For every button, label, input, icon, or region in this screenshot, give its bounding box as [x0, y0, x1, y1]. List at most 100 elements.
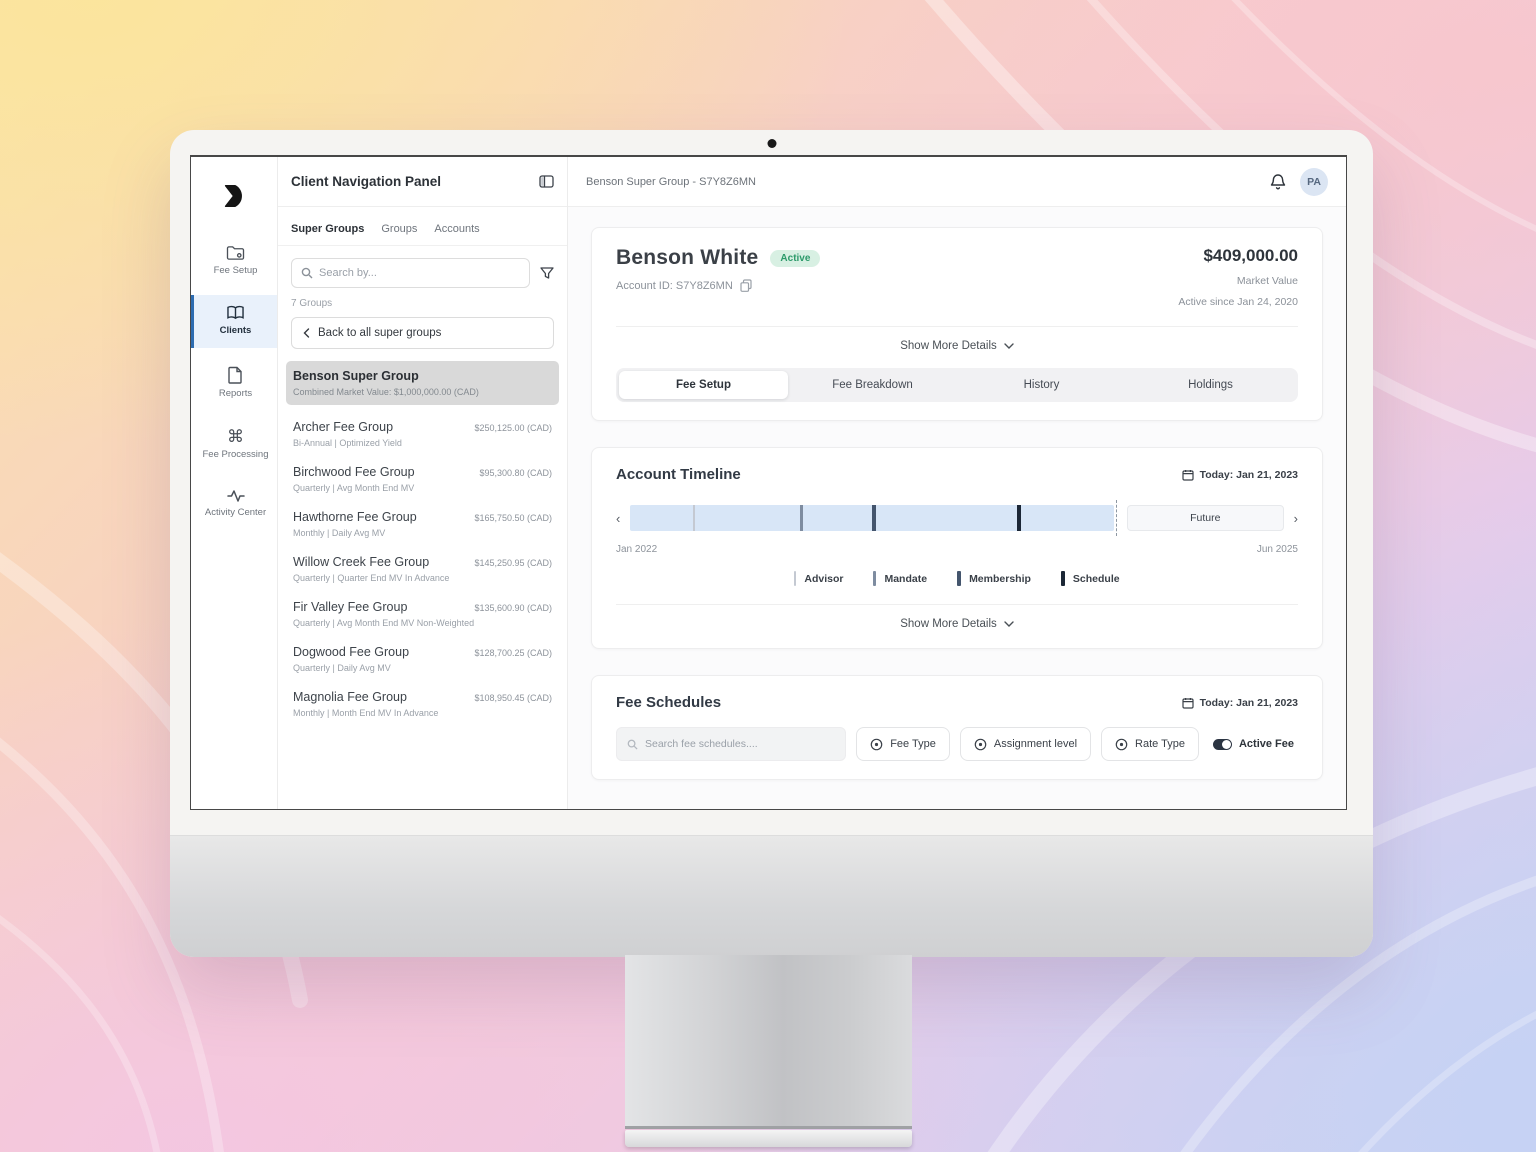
status-badge: Active [770, 249, 821, 267]
group-item[interactable]: Birchwood Fee Group $95,300.80 (CAD) Qua… [278, 456, 567, 501]
copy-icon[interactable] [740, 279, 752, 292]
tab-accounts[interactable]: Accounts [434, 223, 480, 235]
group-name: Fir Valley Fee Group [293, 600, 408, 614]
divider [616, 604, 1298, 605]
timeline-track[interactable]: Future [630, 500, 1284, 536]
legend-label: Advisor [804, 572, 844, 585]
account-timeline-card: Account Timeline Today: Jan 21, 2023 ‹ [591, 447, 1323, 649]
tab-fee-breakdown[interactable]: Fee Breakdown [832, 379, 913, 391]
market-value-label: Market Value [1236, 275, 1298, 287]
search-input[interactable] [319, 267, 520, 279]
timeline-tick-membership [872, 505, 877, 531]
sidebar-item-fee-processing[interactable]: ⌘ Fee Processing [191, 418, 277, 471]
collapse-panel-icon[interactable] [539, 175, 554, 188]
group-item[interactable]: Dogwood Fee Group $128,700.25 (CAD) Quar… [278, 636, 567, 681]
timeline-future-region[interactable]: Future [1126, 505, 1284, 531]
timeline-today-label: Today: Jan 21, 2023 [1199, 468, 1298, 481]
sidebar-item-activity-center[interactable]: Activity Center [191, 479, 277, 529]
tab-fee-setup[interactable]: Fee Setup [619, 371, 788, 399]
group-value: $145,250.95 (CAD) [474, 558, 552, 568]
group-value: $108,950.45 (CAD) [474, 693, 552, 703]
group-value: $250,125.00 (CAD) [474, 423, 552, 433]
group-item[interactable]: Archer Fee Group $250,125.00 (CAD) Bi-An… [278, 411, 567, 456]
assignment-level-filter-button[interactable]: Assignment level [959, 727, 1092, 761]
avatar[interactable]: PA [1300, 167, 1328, 196]
fee-type-filter-button[interactable]: Fee Type [856, 727, 950, 761]
calendar-icon [1181, 469, 1194, 481]
timeline-show-more-button[interactable]: Show More Details [616, 618, 1298, 630]
panel-search[interactable] [291, 258, 530, 288]
timeline-tick-advisor [693, 505, 696, 531]
back-button-label: Back to all super groups [318, 327, 442, 339]
legend-label: Schedule [1072, 572, 1120, 585]
legend-swatch [1060, 571, 1065, 586]
folder-gear-icon [226, 245, 245, 261]
account-header-card: Benson White Active Account ID: S7Y8Z6MN [591, 227, 1323, 421]
group-item-selected[interactable]: Benson Super Group Combined Market Value… [286, 361, 559, 405]
group-name: Dogwood Fee Group [293, 645, 410, 659]
group-item[interactable]: Hawthorne Fee Group $165,750.50 (CAD) Mo… [278, 501, 567, 546]
legend-label: Mandate [884, 572, 928, 585]
sidebar-item-fee-setup[interactable]: Fee Setup [191, 235, 277, 287]
account-tabs: Fee Setup Fee Breakdown History Holdings [616, 368, 1298, 402]
group-item[interactable]: Magnolia Fee Group $108,950.45 (CAD) Mon… [278, 681, 567, 726]
group-value: $135,600.90 (CAD) [474, 603, 552, 613]
main-area: Benson Super Group - S7Y8Z6MN PA [568, 157, 1346, 809]
calendar-icon [1181, 697, 1194, 709]
timeline-title: Account Timeline [616, 466, 741, 483]
active-since: Active since Jan 24, 2020 [1178, 296, 1298, 308]
group-value: $95,300.80 (CAD) [479, 468, 552, 478]
sidebar-item-reports[interactable]: Reports [191, 356, 277, 410]
group-name: Magnolia Fee Group [293, 690, 407, 704]
fee-schedules-search[interactable] [616, 727, 847, 761]
panel-title: Client Navigation Panel [291, 174, 442, 189]
command-icon: ⌘ [227, 427, 244, 447]
group-subtitle: Monthly | Daily Avg MV [293, 528, 386, 538]
group-value: $128,700.25 (CAD) [474, 648, 552, 658]
group-item[interactable]: Fir Valley Fee Group $135,600.90 (CAD) Q… [278, 591, 567, 636]
panel-tabs: Super Groups Groups Accounts [278, 207, 567, 246]
show-more-details-button[interactable]: Show More Details [616, 340, 1298, 352]
bell-icon[interactable] [1270, 173, 1286, 191]
legend-swatch [957, 571, 962, 586]
legend-swatch [794, 571, 797, 586]
group-subtitle: Bi-Annual | Optimized Yield [293, 438, 402, 448]
group-subtitle: Quarterly | Avg Month End MV Non-Weighte… [293, 618, 475, 628]
timeline-next-icon[interactable]: › [1293, 510, 1298, 526]
group-subtitle: Quarterly | Avg Month End MV [293, 483, 415, 493]
show-more-label: Show More Details [900, 340, 997, 352]
sidebar-item-clients[interactable]: Clients [191, 295, 277, 348]
document-icon [228, 366, 243, 384]
rate-type-filter-button[interactable]: Rate Type [1101, 727, 1199, 761]
group-item[interactable]: Willow Creek Fee Group $145,250.95 (CAD)… [278, 546, 567, 591]
timeline-today-line [1115, 500, 1117, 536]
timeline-start-label: Jan 2022 [616, 544, 658, 555]
show-more-label: Show More Details [900, 618, 997, 630]
tab-history[interactable]: History [1023, 379, 1060, 391]
timeline-prev-icon[interactable]: ‹ [616, 510, 621, 526]
app-logo[interactable] [191, 157, 277, 235]
activity-icon [226, 489, 245, 503]
timeline-end-label: Jun 2025 [1256, 544, 1298, 555]
timeline-tick-mandate [799, 505, 803, 531]
client-navigation-panel: Client Navigation Panel Super Groups Gro… [278, 157, 568, 809]
timeline-tick-schedule [1017, 505, 1022, 531]
group-subtitle: Combined Market Value: $1,000,000.00 (CA… [293, 387, 479, 397]
book-icon [226, 305, 245, 321]
brand-logo-icon [224, 184, 242, 208]
filter-label: Fee Type [890, 738, 936, 750]
tab-super-groups[interactable]: Super Groups [291, 223, 365, 235]
tab-groups[interactable]: Groups [381, 223, 418, 235]
icon-rail: Fee Setup Clients Repo [191, 157, 278, 809]
fee-schedules-card: Fee Schedules Today: Jan 21, 2023 [591, 675, 1323, 780]
tab-holdings[interactable]: Holdings [1188, 379, 1233, 391]
target-circle-icon [870, 738, 883, 751]
group-name: Benson Super Group [293, 369, 419, 383]
active-fee-toggle[interactable]: Active Fee [1209, 738, 1298, 750]
back-to-super-groups-button[interactable]: Back to all super groups [291, 317, 554, 349]
timeline-legend: Advisor Mandate Membership Schedule [616, 571, 1298, 586]
group-name: Hawthorne Fee Group [293, 510, 417, 524]
fee-schedules-search-input[interactable] [645, 738, 836, 750]
account-id: Account ID: S7Y8Z6MN [616, 279, 733, 292]
filter-funnel-icon[interactable] [540, 266, 554, 280]
